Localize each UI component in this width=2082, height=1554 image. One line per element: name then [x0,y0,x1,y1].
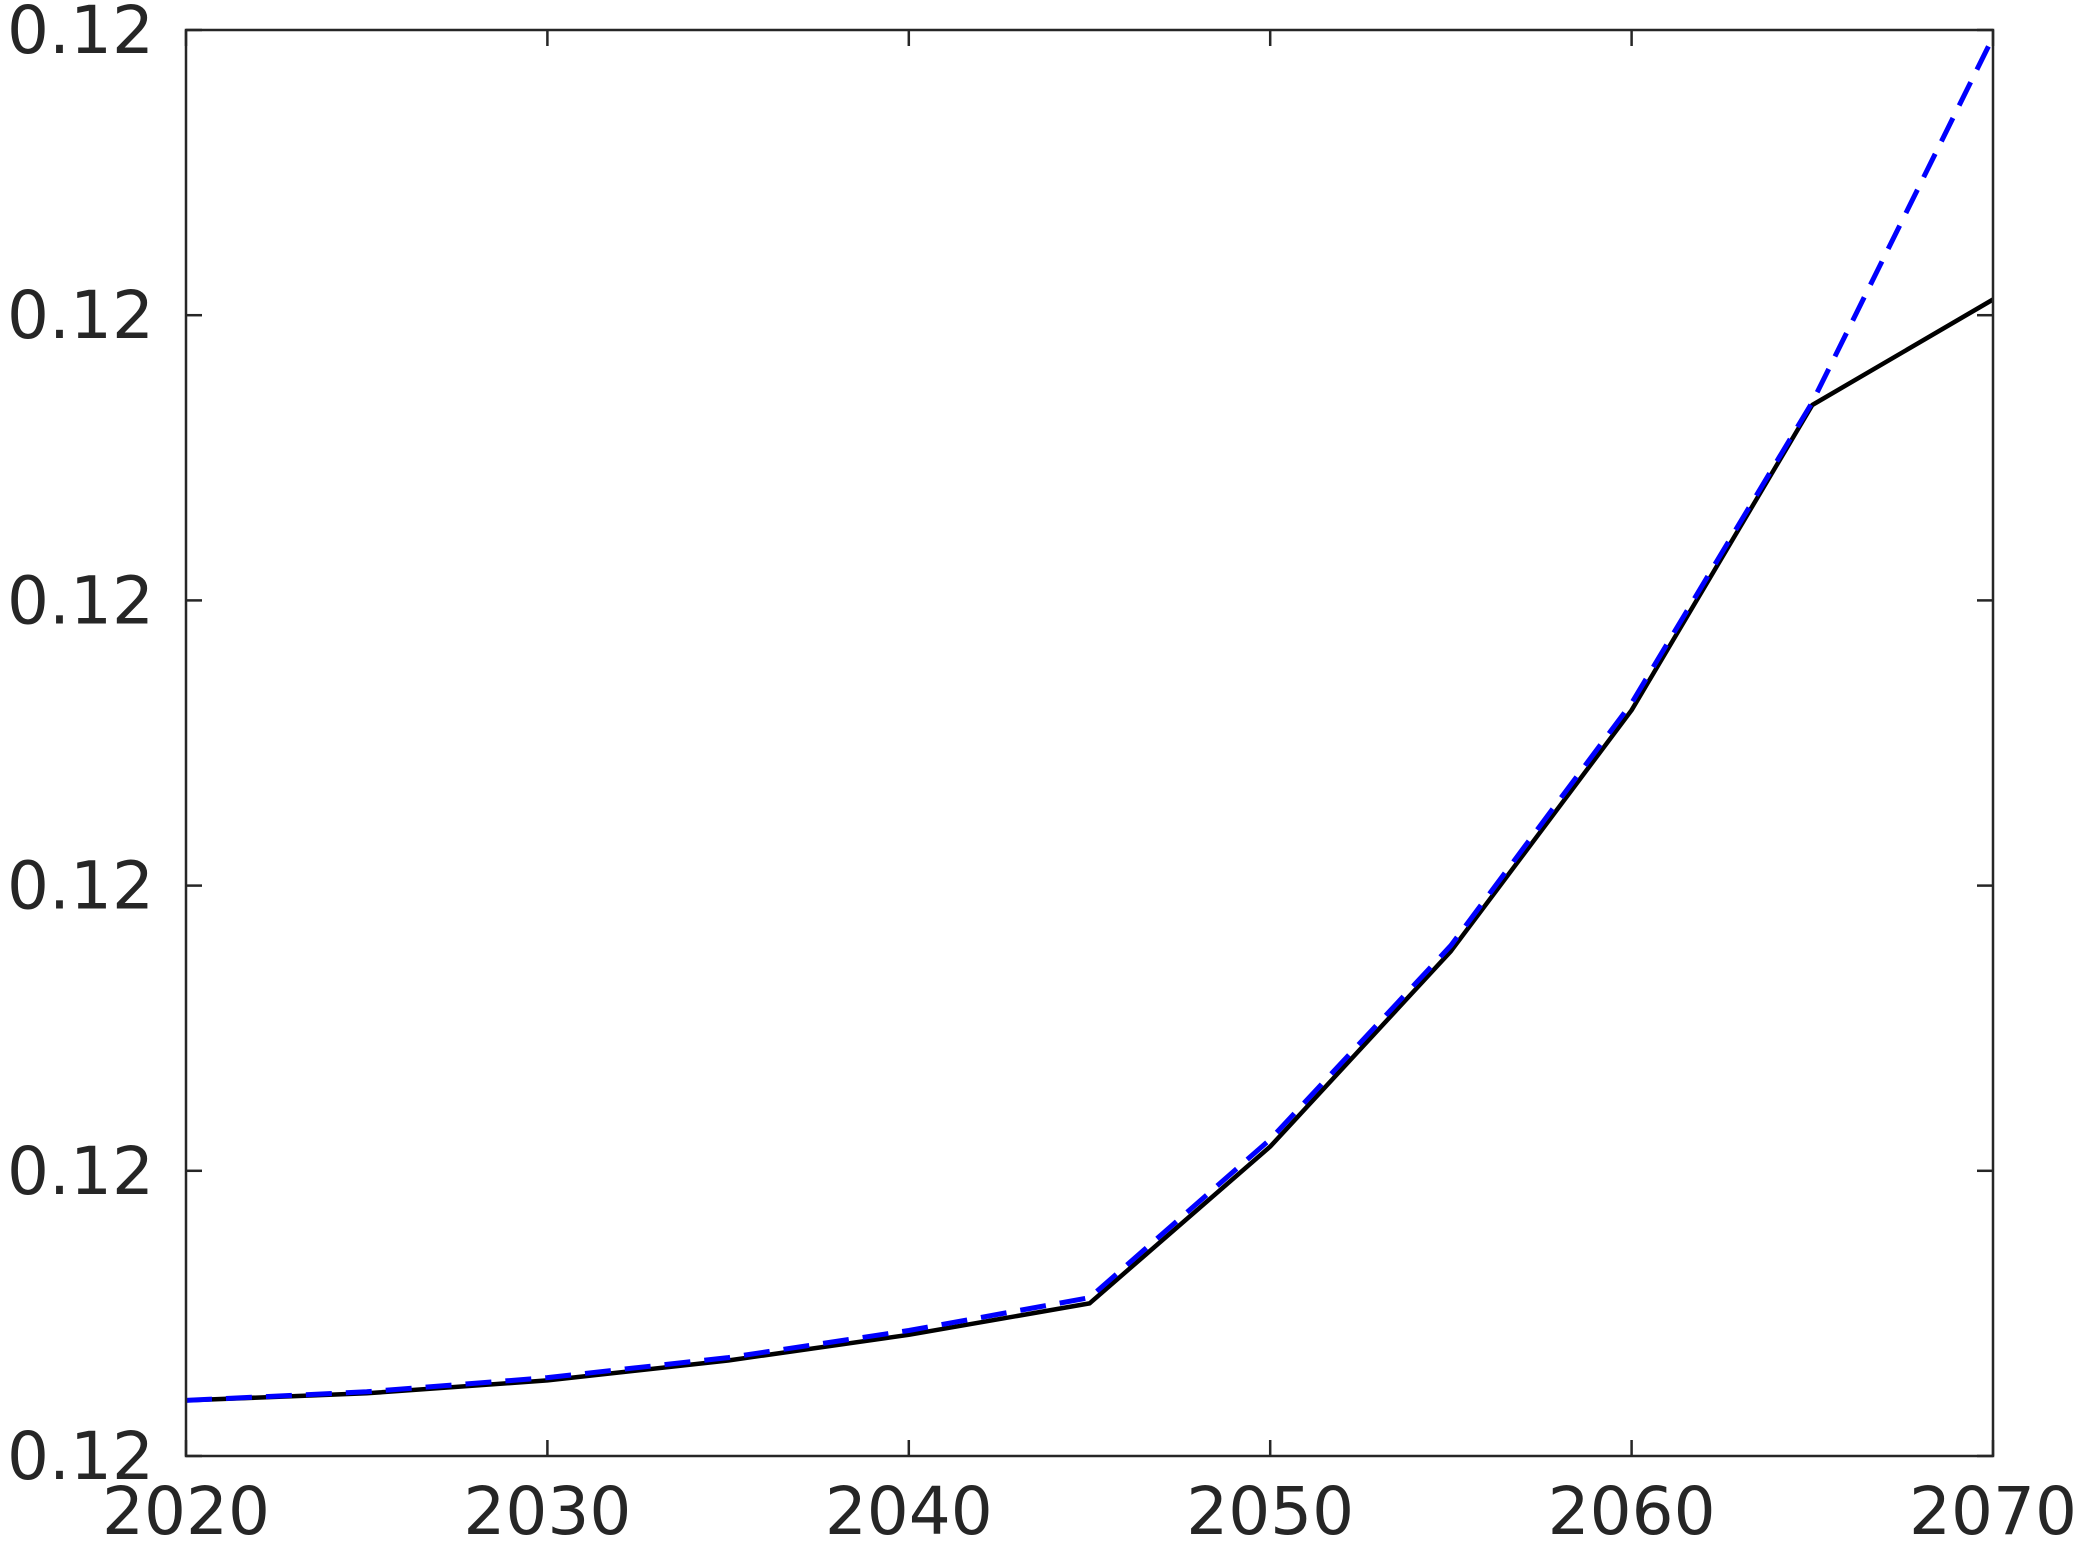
x-tick-label: 2060 [1548,1473,1716,1550]
x-tick-label: 2030 [463,1473,631,1550]
x-tick-label: 2050 [1186,1473,1354,1550]
series-line-2 [185,35,1996,1403]
axis-ticks [184,28,1995,1458]
y-tick-label: 0.12 [7,562,154,639]
y-tick-label: 0.12 [7,277,154,354]
x-tick-label: 2020 [102,1473,270,1550]
y-tick-label: 0.12 [7,0,154,69]
y-tick-label: 0.12 [7,848,154,925]
tick-labels: 2020 2030 2040 2050 2060 2070 0.12 0.12 0.12 0.12… [7,0,2077,1550]
series-line-1 [185,297,1995,1403]
y-tick-label: 0.12 [7,1418,154,1495]
plot-area [185,35,1996,1403]
x-tick-label: 2070 [1909,1473,2077,1550]
axes-frame [184,28,1995,1458]
x-tick-label: 2040 [825,1473,993,1550]
y-tick-label: 0.12 [7,1133,154,1210]
